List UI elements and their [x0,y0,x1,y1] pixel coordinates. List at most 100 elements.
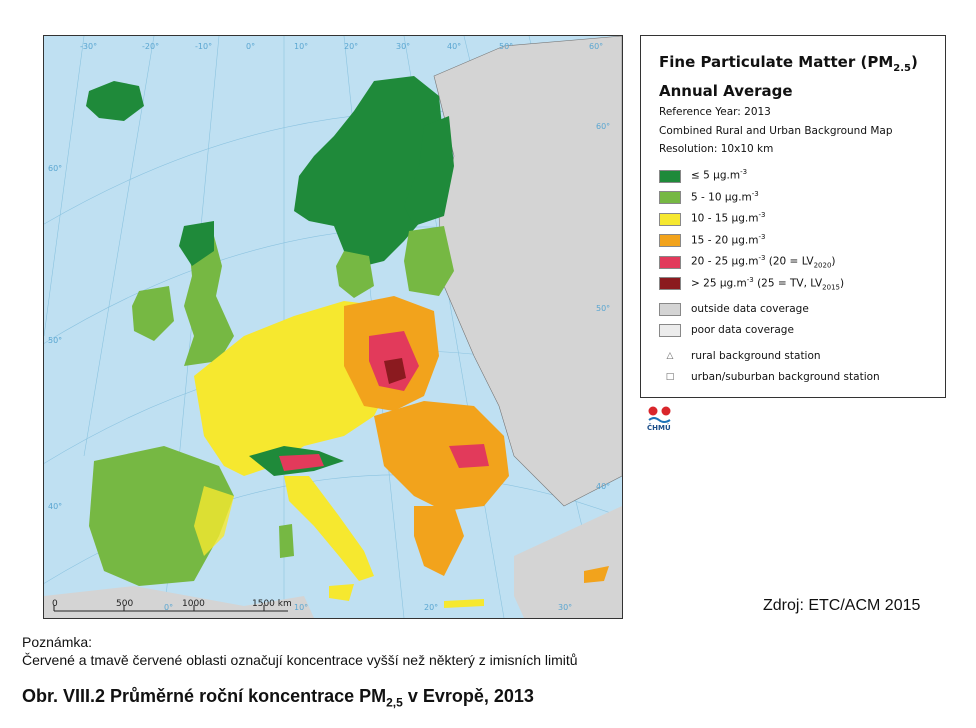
legend-item-class: 20 - 25 μg.m-3 (20 = LV2020) [659,254,836,270]
legend-label-subscript: 2015 [822,283,840,292]
legend-label-text: 5 - 10 μg.m [691,191,752,204]
graticule-label: 40° [48,502,63,511]
legend-label: 10 - 15 μg.m-3 [691,211,765,227]
north-africa [44,586,314,618]
legend-label-superscript: -3 [758,254,766,263]
legend-swatch [659,323,681,337]
scandinavia [294,76,444,266]
legend-label-text: 10 - 15 μg.m [691,212,759,225]
legend-swatch [659,302,681,316]
sardinia [279,524,294,558]
legend-map-type: Combined Rural and Urban Background Map [659,125,893,137]
graticule-label: 30° [558,603,573,612]
legend-label-tail: ) [839,277,845,290]
graticule-label: 20° [344,42,359,51]
scale-bar-line [53,605,288,612]
legend-item-class: 15 - 20 μg.m-3 [659,233,765,249]
legend-title-main: Fine Particulate Matter (PM [659,53,894,71]
legend-item-class: 10 - 15 μg.m-3 [659,211,765,227]
note-heading: Poznámka: [22,634,93,650]
scale-bar: 0 500 1000 1500 km [52,599,312,618]
legend-title-line2: Annual Average [659,82,793,100]
graticule-label: 40° [596,482,611,491]
graticule-label: 30° [396,42,411,51]
scale-label: 1000 [182,599,205,609]
legend-swatch [659,191,681,204]
legend-swatch [659,169,681,183]
legend-swatch [659,234,681,247]
sweden-south [336,251,374,298]
legend: Fine Particulate Matter (PM2.5) Annual A… [640,35,946,398]
ireland [132,286,174,341]
square-icon: □ [665,372,675,382]
legend-swatch [659,255,681,269]
graticule-label: 0° [246,42,256,51]
legend-label: ≤ 5 μg.m-3 [691,168,747,184]
cyprus [584,566,609,583]
graticule-label: 10° [294,603,309,612]
graticule-label: 0° [164,603,174,612]
legend-label: > 25 μg.m-3 (25 = TV, LV2015) [691,276,844,292]
chmu-logo-text: ČHMÚ [647,424,671,432]
legend-label-note: (20 = LV [765,255,814,268]
scale-label: 1500 km [252,599,292,609]
italy [284,476,374,581]
legend-label: 15 - 20 μg.m-3 [691,233,765,249]
legend-label-text: 20 - 25 μg.m [691,255,759,268]
great-britain [184,236,234,366]
source-credit: Zdroj: ETC/ACM 2015 [763,597,921,614]
legend-item-urban-station: □ urban/suburban background station [659,370,880,384]
legend-label-subscript: 2020 [813,261,832,270]
iceland [86,81,144,121]
chmu-logo-icon [648,406,671,423]
legend-label-superscript: -3 [758,211,766,220]
graticule-label: 10° [294,42,309,51]
caption-subscript: 2,5 [386,695,403,710]
poland-darkred-core [384,358,406,384]
figure-caption: Obr. VIII.2 Průměrné roční koncentrace P… [22,686,534,710]
sicily [329,584,354,601]
legend-resolution: Resolution: 10x10 km [659,143,774,155]
legend-label-superscript: -3 [758,232,766,241]
graticule-label: 60° [596,122,611,131]
legend-label: urban/suburban background station [691,371,880,383]
scale-label: 500 [116,599,134,609]
legend-label-superscript: -3 [751,189,759,198]
graticule-label: -30° [80,42,98,51]
legend-title: Fine Particulate Matter (PM2.5) Annual A… [659,51,918,103]
graticule-label: 40° [447,42,462,51]
balkans-orange [374,401,509,511]
note-text: Červené a tmavě červené oblasti označují… [22,652,578,668]
europe-pm25-map: -30° -20° -10° 0° 10° 20° 30° 40° 50° 60… [43,35,623,619]
baltics [404,226,454,296]
graticule-label: 50° [499,42,514,51]
legend-item-class: ≤ 5 μg.m-3 [659,168,747,184]
legend-item-class: 5 - 10 μg.m-3 [659,190,759,206]
scale-label: 0 [52,599,58,609]
legend-label-note: (25 = TV, LV [753,277,823,290]
legend-label-text: ≤ 5 μg.m [691,169,741,182]
graticule-label: 20° [424,603,439,612]
legend-label-text: 15 - 20 μg.m [691,234,759,247]
graticule-label: 60° [48,164,63,173]
legend-swatch [659,212,681,226]
legend-label-text: > 25 μg.m [691,277,747,290]
iberia-east-coast [194,486,234,556]
legend-item-poor-coverage: poor data coverage [659,323,794,337]
anatolia [514,506,622,618]
triangle-icon: △ [666,351,674,361]
legend-label: 5 - 10 μg.m-3 [691,190,759,206]
legend-title-close: ) [910,53,918,71]
legend-label: rural background station [691,350,821,362]
legend-item-rural-station: △ rural background station [659,349,821,363]
legend-label-tail: ) [831,255,836,268]
caption-suffix: v Evropě, 2013 [402,686,534,706]
scotland [179,221,214,266]
legend-label-superscript: -3 [740,168,748,177]
legend-label: 20 - 25 μg.m-3 (20 = LV2020) [691,254,836,270]
legend-swatch [659,277,681,290]
legend-label: poor data coverage [691,324,794,336]
po-valley-red [279,454,324,471]
iberia [89,446,234,586]
legend-title-subscript: 2.5 [893,63,911,74]
